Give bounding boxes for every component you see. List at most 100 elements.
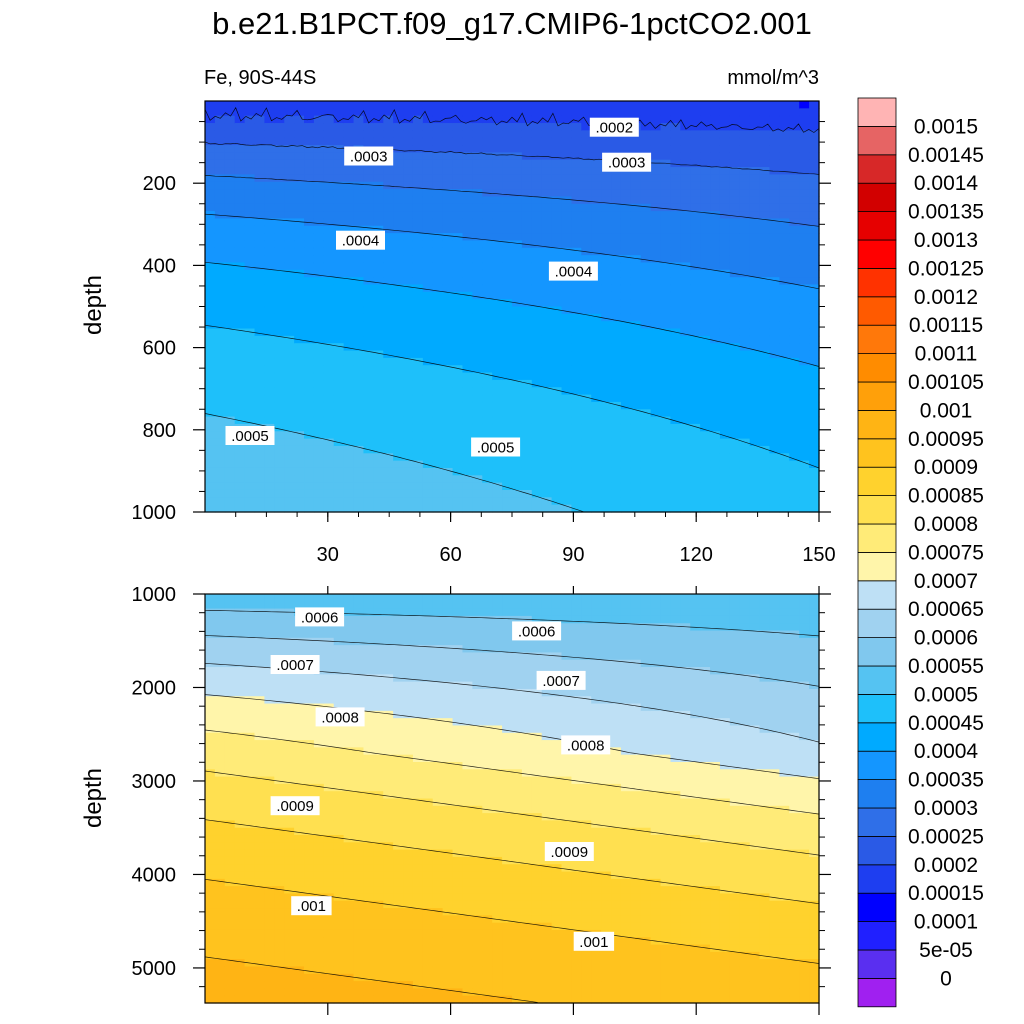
field-cell <box>710 328 721 337</box>
field-cell <box>462 922 473 931</box>
field-cell <box>373 489 384 498</box>
field-cell <box>412 453 424 462</box>
field-cell <box>284 718 295 727</box>
field-cell <box>759 328 771 337</box>
field-cell <box>809 379 820 388</box>
field-cell <box>729 167 741 175</box>
field-cell <box>373 203 384 212</box>
field-cell <box>393 335 404 344</box>
field-cell <box>412 966 424 975</box>
field-cell <box>462 504 473 513</box>
field-cell <box>422 842 434 851</box>
field-cell <box>442 233 454 242</box>
field-cell <box>205 467 216 476</box>
field-cell <box>472 203 483 212</box>
field-cell <box>611 401 622 410</box>
field-cell <box>670 335 681 344</box>
field-cell <box>274 108 285 117</box>
field-cell <box>640 115 652 124</box>
field-cell <box>323 813 335 822</box>
field-cell <box>462 842 473 851</box>
field-cell <box>323 761 335 770</box>
field-cell <box>284 365 295 374</box>
field-cell <box>383 269 394 278</box>
field-cell <box>304 255 315 264</box>
field-cell <box>393 937 404 946</box>
field-cell <box>214 798 226 807</box>
field-cell <box>789 387 800 396</box>
field-cell <box>620 269 632 278</box>
field-cell <box>551 365 563 374</box>
field-cell <box>601 101 612 109</box>
field-cell <box>779 255 790 264</box>
field-cell <box>284 637 295 646</box>
field-cell <box>343 769 355 778</box>
field-cell <box>442 674 454 683</box>
field-cell <box>264 167 275 175</box>
field-cell <box>373 740 384 748</box>
field-cell <box>739 196 751 205</box>
field-cell <box>739 306 751 315</box>
field-cell <box>244 453 256 462</box>
field-cell <box>313 973 325 982</box>
field-cell <box>442 827 454 836</box>
field-cell <box>422 827 434 836</box>
field-cell <box>452 937 464 946</box>
field-cell <box>403 284 414 293</box>
field-cell <box>779 240 790 249</box>
field-cell <box>234 174 246 183</box>
field-cell <box>403 108 414 117</box>
field-cell <box>611 409 622 418</box>
field-cell <box>422 849 434 858</box>
field-cell <box>412 181 424 190</box>
field-cell <box>452 791 464 800</box>
field-cell <box>304 277 315 286</box>
field-cell <box>244 394 256 403</box>
field-cell <box>719 159 731 168</box>
field-cell <box>710 372 721 381</box>
field-cell <box>581 350 592 359</box>
field-cell <box>254 944 266 953</box>
field-cell <box>284 475 295 484</box>
field-cell <box>581 299 592 308</box>
field-cell <box>393 761 404 770</box>
field-cell <box>452 467 464 476</box>
field-cell <box>759 130 771 139</box>
field-cell <box>502 225 513 234</box>
field-cell <box>620 137 632 146</box>
field-cell <box>650 416 662 425</box>
field-cell <box>214 995 226 1004</box>
field-cell <box>412 623 424 632</box>
field-cell <box>779 365 790 374</box>
field-cell <box>422 387 434 396</box>
field-cell <box>403 842 414 851</box>
field-cell <box>700 240 711 249</box>
field-cell <box>432 357 444 366</box>
field-cell <box>422 218 434 227</box>
field-cell <box>452 871 464 880</box>
field-cell <box>432 864 444 873</box>
field-cell <box>205 123 216 131</box>
field-cell <box>670 394 681 403</box>
field-cell <box>422 401 434 410</box>
field-cell <box>452 652 464 661</box>
field-cell <box>254 291 266 300</box>
field-cell <box>739 269 751 278</box>
field-cell <box>620 174 632 183</box>
field-cell <box>304 108 315 117</box>
field-cell <box>749 401 761 410</box>
field-cell <box>422 725 434 734</box>
field-cell <box>769 321 780 330</box>
field-cell <box>234 842 246 851</box>
field-cell <box>581 504 592 513</box>
field-cell <box>234 255 246 264</box>
field-cell <box>561 497 573 506</box>
field-cell <box>412 981 424 989</box>
field-cell <box>432 900 444 909</box>
field-cell <box>660 365 672 374</box>
field-cell <box>294 108 305 117</box>
field-cell <box>710 365 721 374</box>
field-cell <box>224 835 236 843</box>
field-cell <box>214 688 226 697</box>
field-cell <box>383 776 394 785</box>
